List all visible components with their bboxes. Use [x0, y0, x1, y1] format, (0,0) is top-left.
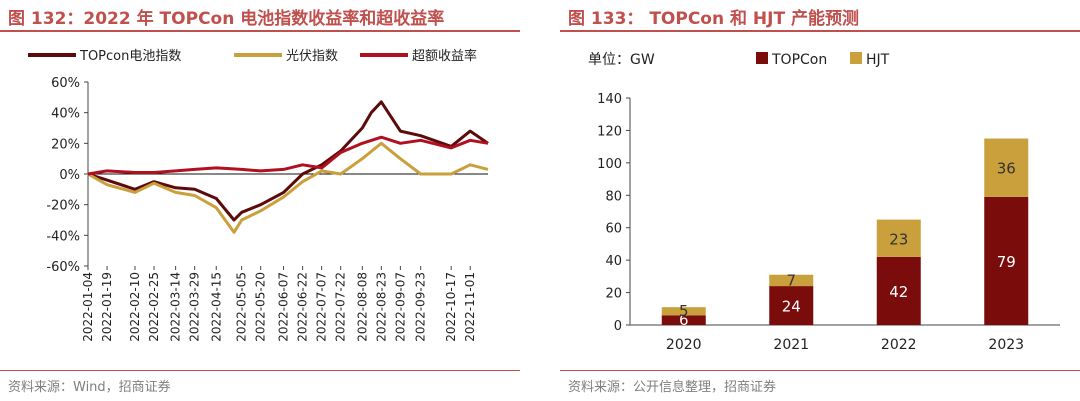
legend-item: HJT	[850, 52, 890, 68]
y-tick-label: 20	[605, 287, 622, 302]
y-tick-label: -40%	[46, 229, 80, 244]
x-tick-label: 2022-11-01	[463, 272, 477, 342]
x-tick-label: 2022-02-10	[128, 272, 142, 342]
legend-swatch	[850, 52, 862, 64]
x-tick-label: 2022	[881, 337, 917, 353]
y-tick-label: 40%	[51, 107, 80, 122]
legend-label: HJT	[866, 52, 890, 68]
data-label: 7	[786, 271, 796, 289]
right-bar-chart: 单位：GW TOPCon HJT 0 20 40 60 80 100 120 140 65 2020 24…	[588, 52, 1060, 353]
bar-segment	[661, 307, 706, 316]
y-tick-label: 60	[605, 222, 622, 237]
data-label: 6	[679, 311, 689, 329]
data-label: 23	[889, 230, 908, 248]
legend-label: TOPcon电池指数	[79, 49, 181, 64]
x-tick-label: 2022-05-20	[254, 272, 268, 342]
right-source-rule	[560, 370, 1080, 371]
x-tick-label: 2022-07-07	[315, 272, 329, 342]
right-title-rule	[560, 30, 1080, 32]
right-source-note: 资料来源：公开信息整理，招商证券	[568, 380, 777, 395]
left-figure-title: 图 132：2022 年 TOPCon 电池指数收益率和超收益率	[8, 9, 445, 29]
bar-segment	[984, 196, 1029, 325]
y-tick-label: 100	[597, 157, 622, 172]
y-tick-label: 140	[597, 92, 622, 107]
legend-label: 超额收益率	[412, 48, 477, 64]
y-tick-label: 20%	[51, 137, 80, 152]
legend-swatch	[756, 52, 768, 64]
x-tick-label: 2022-01-04	[81, 272, 95, 342]
y-tick-label: 60%	[51, 76, 80, 91]
x-tick-label: 2022-10-17	[444, 272, 458, 342]
x-tick-label: 2022-06-07	[277, 272, 291, 342]
bar-segment	[876, 219, 921, 257]
x-tick-label: 2021	[773, 337, 809, 353]
x-tick-label: 2023	[988, 337, 1024, 353]
x-tick-label: 2022-01-19	[100, 272, 114, 342]
x-tick-label: 2022-03-14	[169, 272, 183, 342]
y-tick-label: 0%	[59, 168, 80, 183]
data-label: 42	[889, 283, 908, 301]
bar-segment	[769, 286, 814, 325]
left-line-chart: TOPcon电池指数 光伏指数 超额收益率 60% 40% 20% 0% -20% -40% -6…	[28, 48, 489, 342]
y-tick-label: 0	[614, 319, 622, 334]
x-tick-label: 2022-02-25	[147, 272, 161, 342]
left-source-rule	[0, 370, 520, 371]
data-label: 36	[997, 160, 1016, 178]
legend-label: 光伏指数	[286, 49, 338, 64]
data-label: 24	[782, 298, 801, 316]
x-tick-label: 2022-08-08	[355, 272, 369, 342]
right-figure: 图 133： TOPCon 和 HJT 产能预测 单位：GW TOPCon HJT 0…	[560, 0, 1080, 401]
bar-segment	[876, 256, 921, 325]
legend-item: 超额收益率	[360, 48, 477, 64]
unit-label: 单位：GW	[588, 52, 655, 68]
y-tick-label: 80	[605, 189, 622, 204]
y-tick-label: -20%	[46, 199, 80, 214]
legend-item: 光伏指数	[234, 49, 338, 64]
x-tick-label: 2022-06-22	[296, 272, 310, 342]
left-figure: 图 132：2022 年 TOPCon 电池指数收益率和超收益率 TOPcon电…	[0, 0, 520, 401]
y-tick-label: 120	[597, 124, 622, 139]
x-tick-label: 2022-03-29	[188, 272, 202, 342]
x-tick-label: 2022-09-23	[414, 272, 428, 342]
series-line	[87, 141, 489, 234]
left-legend: TOPcon电池指数 光伏指数 超额收益率	[28, 48, 477, 64]
bar-segment	[661, 315, 706, 325]
bar-segment	[769, 274, 814, 287]
left-title-rule	[0, 30, 520, 32]
legend-item: TOPCon	[756, 52, 827, 68]
left-source-note: 资料来源：Wind，招商证券	[8, 380, 171, 395]
x-tick-label: 2022-08-23	[374, 272, 388, 342]
y-tick-label: 40	[605, 254, 622, 269]
x-tick-label: 2022-09-07	[393, 272, 407, 342]
series-line	[87, 100, 489, 222]
data-label: 5	[679, 302, 689, 320]
legend-item: TOPcon电池指数	[28, 49, 181, 64]
x-tick-label: 2022-07-22	[334, 272, 348, 342]
x-tick-label: 2022-04-15	[209, 272, 223, 342]
right-figure-title: 图 133： TOPCon 和 HJT 产能预测	[568, 9, 859, 29]
bar-segment	[984, 138, 1029, 197]
y-tick-label: -60%	[46, 260, 80, 275]
legend-label: TOPCon	[771, 52, 827, 68]
series-line	[87, 135, 489, 176]
data-label: 79	[997, 253, 1016, 271]
x-tick-label: 2020	[666, 337, 702, 353]
x-tick-label: 2022-05-05	[235, 272, 249, 342]
